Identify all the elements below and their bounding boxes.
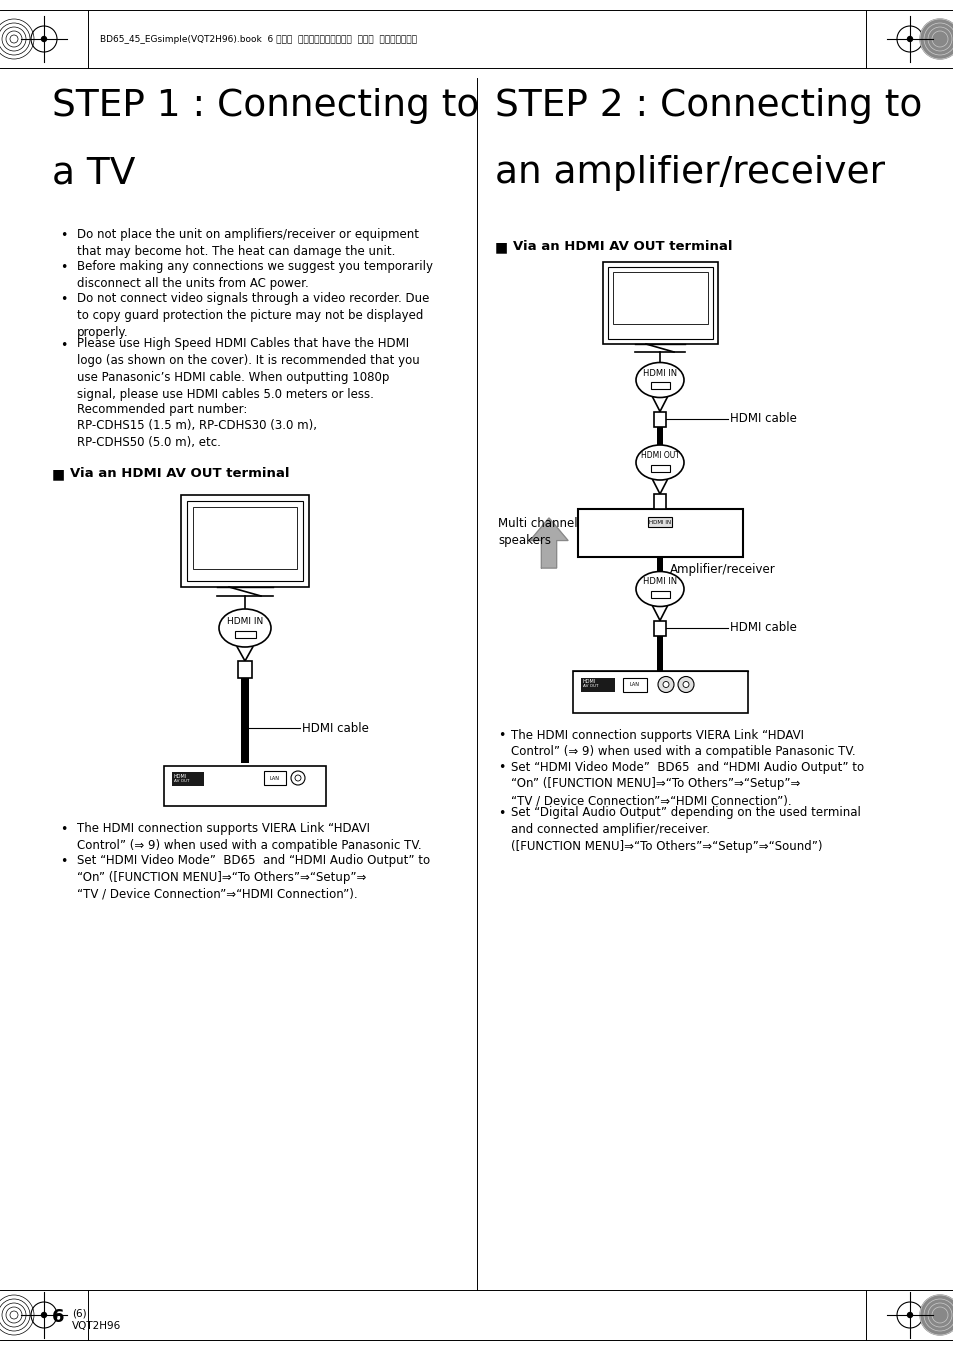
Bar — [241, 678, 249, 763]
Circle shape — [662, 682, 668, 687]
Circle shape — [42, 36, 47, 42]
Bar — [657, 636, 662, 671]
Circle shape — [682, 682, 688, 687]
Text: (6): (6) — [71, 1308, 87, 1318]
Bar — [264, 771, 286, 784]
Bar — [650, 591, 669, 598]
Text: ■: ■ — [495, 240, 508, 254]
Text: Via an HDMI AV OUT terminal: Via an HDMI AV OUT terminal — [70, 467, 289, 481]
Bar — [234, 630, 255, 639]
Bar — [172, 772, 204, 786]
Text: •: • — [497, 807, 505, 819]
Text: an amplifier/receiver: an amplifier/receiver — [495, 155, 884, 190]
Text: HDMI IN: HDMI IN — [642, 578, 677, 586]
Bar — [654, 412, 665, 427]
Text: AV OUT: AV OUT — [173, 779, 190, 783]
Text: Do not place the unit on amplifiers/receiver or equipment
that may become hot. T: Do not place the unit on amplifiers/rece… — [77, 228, 418, 258]
Text: STEP 2 : Connecting to: STEP 2 : Connecting to — [495, 88, 922, 124]
Circle shape — [906, 36, 911, 42]
Text: HDMI IN: HDMI IN — [227, 617, 263, 625]
Text: •: • — [497, 761, 505, 775]
Text: Set “HDMI Video Mode”  BD65  and “HDMI Audio Output” to
“On” ([FUNCTION MENU]⇒“T: Set “HDMI Video Mode” BD65 and “HDMI Aud… — [511, 760, 863, 807]
Text: •: • — [60, 261, 68, 274]
Bar — [573, 671, 747, 713]
Text: a TV: a TV — [52, 155, 135, 190]
Text: STEP 1 : Connecting to: STEP 1 : Connecting to — [52, 88, 478, 124]
Text: •: • — [60, 293, 68, 306]
Bar — [657, 427, 662, 444]
Bar — [650, 382, 669, 389]
Text: Please use High Speed HDMI Cables that have the HDMI
logo (as shown on the cover: Please use High Speed HDMI Cables that h… — [77, 338, 419, 401]
Text: •: • — [60, 824, 68, 836]
Text: BD65_45_EGsimple(VQT2H96).book  6 ページ  ２０１０年１月２０日  水曜日  午後３時４１分: BD65_45_EGsimple(VQT2H96).book 6 ページ ２０１… — [100, 35, 416, 43]
Text: Multi channel
speakers: Multi channel speakers — [497, 517, 577, 547]
Text: HDMI: HDMI — [582, 679, 596, 684]
Text: •: • — [60, 230, 68, 242]
Circle shape — [291, 771, 305, 784]
Text: Set “Digital Audio Output” depending on the used terminal
and connected amplifie: Set “Digital Audio Output” depending on … — [511, 806, 860, 853]
Ellipse shape — [219, 609, 271, 647]
Text: HDMI cable: HDMI cable — [729, 621, 796, 634]
Circle shape — [919, 1295, 953, 1335]
Text: Via an HDMI AV OUT terminal: Via an HDMI AV OUT terminal — [513, 240, 732, 252]
Circle shape — [294, 775, 301, 782]
Ellipse shape — [636, 571, 683, 606]
Text: 6: 6 — [52, 1308, 65, 1326]
Circle shape — [658, 676, 673, 693]
Ellipse shape — [636, 363, 683, 397]
Text: Set “HDMI Video Mode”  BD65  and “HDMI Audio Output” to
“On” ([FUNCTION MENU]⇒“T: Set “HDMI Video Mode” BD65 and “HDMI Aud… — [77, 855, 430, 900]
Circle shape — [678, 676, 693, 693]
Bar — [193, 508, 296, 568]
Bar — [181, 495, 309, 587]
Bar — [607, 267, 712, 339]
Text: Before making any connections we suggest you temporarily
disconnect all the unit: Before making any connections we suggest… — [77, 261, 433, 290]
Bar — [578, 509, 742, 558]
Text: HDMI OUT: HDMI OUT — [639, 451, 679, 460]
Text: HDMI IN: HDMI IN — [648, 520, 670, 525]
Bar — [622, 678, 646, 691]
Text: •: • — [60, 339, 68, 351]
Circle shape — [42, 1312, 47, 1318]
Text: The HDMI connection supports VIERA Link “HDAVI
Control” (⇒ 9) when used with a c: The HDMI connection supports VIERA Link … — [77, 822, 421, 852]
Bar — [602, 262, 718, 344]
Bar — [187, 501, 303, 580]
Text: LAN: LAN — [270, 775, 280, 780]
Text: HDMI IN: HDMI IN — [642, 369, 677, 378]
Bar — [580, 678, 615, 691]
Ellipse shape — [636, 446, 683, 481]
Bar — [164, 765, 326, 806]
Text: Do not connect video signals through a video recorder. Due
to copy guard protect: Do not connect video signals through a v… — [77, 292, 429, 339]
Text: ■: ■ — [52, 467, 65, 481]
Bar — [654, 494, 665, 509]
Text: •: • — [497, 729, 505, 742]
Text: The HDMI connection supports VIERA Link “HDAVI
Control” (⇒ 9) when used with a c: The HDMI connection supports VIERA Link … — [511, 729, 855, 759]
Text: HDMI cable: HDMI cable — [729, 412, 796, 425]
Text: VQT2H96: VQT2H96 — [71, 1322, 121, 1331]
Text: LAN: LAN — [629, 682, 639, 687]
Text: HDMI: HDMI — [173, 774, 187, 779]
Polygon shape — [530, 518, 567, 568]
Text: HDMI cable: HDMI cable — [302, 721, 369, 734]
Text: AV OUT: AV OUT — [582, 684, 598, 688]
Text: •: • — [60, 855, 68, 868]
Circle shape — [906, 1312, 911, 1318]
Bar — [650, 464, 669, 471]
Bar — [657, 558, 662, 571]
Bar — [237, 662, 252, 678]
Text: Recommended part number:
RP-CDHS15 (1.5 m), RP-CDHS30 (3.0 m),
RP-CDHS50 (5.0 m): Recommended part number: RP-CDHS15 (1.5 … — [77, 402, 316, 450]
Bar — [654, 621, 665, 636]
Text: Amplifier/receiver: Amplifier/receiver — [669, 563, 775, 576]
Circle shape — [919, 19, 953, 59]
Bar — [613, 271, 707, 324]
Bar — [647, 517, 671, 526]
